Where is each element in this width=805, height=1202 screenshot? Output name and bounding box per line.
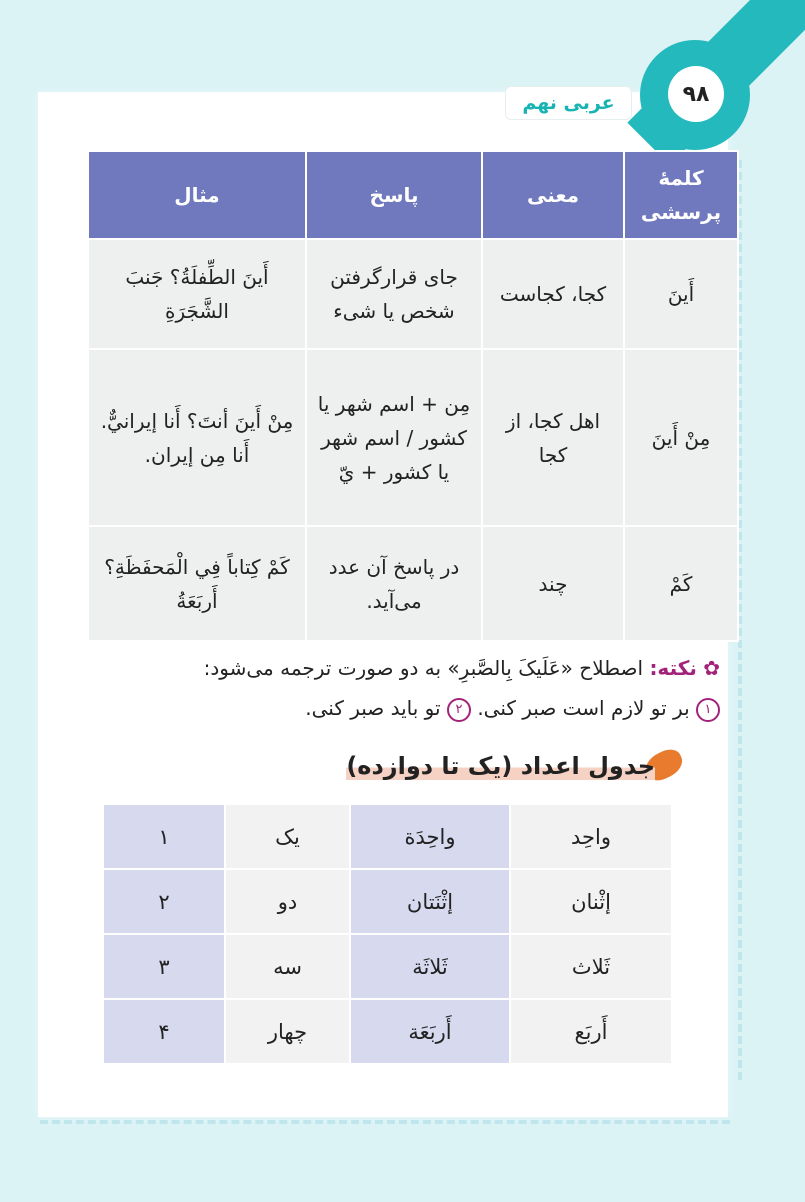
section-title: جدول اعداد (یک تا دوازده) [346, 752, 655, 780]
header-cell: پاسخ [305, 150, 483, 240]
cell: کَمْ [623, 525, 739, 642]
note-item: تو باید صبر کنی. [305, 696, 441, 720]
numbers-table: واحِد واحِدَة یک ۱ إثْنان إثْنَتان دو ۲ ثَلاث ث… [102, 803, 673, 1065]
question-words-table: کلمهٔ پرسشی معنی پاسخ مثال أَینَ کجا، کج… [87, 150, 739, 642]
book-title: عربی نهم [505, 86, 632, 120]
cell: جای قرارگرفتن شخص یا شیء [305, 238, 483, 350]
cell: یک [224, 803, 351, 870]
header-cell: معنی [481, 150, 625, 240]
cell: مِنْ أَینَ [623, 348, 739, 527]
number-badge: ۲ [446, 697, 471, 722]
cell: ۴ [102, 998, 226, 1065]
table-row: مِنْ أَینَ اهل کجا، از کجا مِن + اسم شهر… [87, 348, 739, 527]
grape-icon: ✿ [703, 656, 720, 680]
cell: أَینَ الطِّفلَةُ؟ جَنبَ الشَّجَرَةِ [87, 238, 307, 350]
cell: در پاسخ آن عدد می‌آید. [305, 525, 483, 642]
cell: إثْنَتان [349, 868, 511, 935]
header-cell: مثال [87, 150, 307, 240]
cell: ۳ [102, 933, 226, 1000]
table-row: إثْنان إثْنَتان دو ۲ [102, 868, 673, 935]
cell: ۲ [102, 868, 226, 935]
note-text: اصطلاح «عَلَیکَ بِالصَّبرِ» به دو صورت ت… [203, 656, 644, 680]
header-cell: کلمهٔ پرسشی [623, 150, 739, 240]
cell: أَربَع [509, 998, 673, 1065]
table-row: کَمْ چند در پاسخ آن عدد می‌آید. کَمْ کِت… [87, 525, 739, 642]
table-row: واحِد واحِدَة یک ۱ [102, 803, 673, 870]
cell: ثَلاث [509, 933, 673, 1000]
cell: واحِدَة [349, 803, 511, 870]
dashed-border-bottom [40, 1120, 730, 1124]
note-item: بر تو لازم است صبر کنی. [477, 696, 690, 720]
cell: ثَلاثَة [349, 933, 511, 1000]
cell: چهار [224, 998, 351, 1065]
cell: ۱ [102, 803, 226, 870]
cell: أَربَعَة [349, 998, 511, 1065]
note: ✿ نکته: اصطلاح «عَلَیکَ بِالصَّبرِ» به د… [80, 648, 720, 728]
cell: سه [224, 933, 351, 1000]
cell: مِن + اسم شهر یا کشور / اسم شهر یا کشور … [305, 348, 483, 527]
dashed-border [738, 160, 742, 1080]
cell: واحِد [509, 803, 673, 870]
number-badge: ۱ [696, 697, 720, 722]
table-row: ثَلاث ثَلاثَة سه ۳ [102, 933, 673, 1000]
note-label: نکته: [649, 656, 697, 680]
cell: مِنْ أَینَ أنتَ؟ أَنا إیرانيٌّ. أَنا مِن… [87, 348, 307, 527]
cell: کجا، کجاست [481, 238, 625, 350]
cell: إثْنان [509, 868, 673, 935]
cell: کَمْ کِتاباً فِي الْمَحفَظَةِ؟ أَربَعَةُ [87, 525, 307, 642]
page-number: ۹۸ [668, 66, 724, 122]
cell: چند [481, 525, 625, 642]
cell: أَینَ [623, 238, 739, 350]
cell: اهل کجا، از کجا [481, 348, 625, 527]
table-row: أَینَ کجا، کجاست جای قرارگرفتن شخص یا شی… [87, 238, 739, 350]
cell: دو [224, 868, 351, 935]
table-row: أَربَع أَربَعَة چهار ۴ [102, 998, 673, 1065]
